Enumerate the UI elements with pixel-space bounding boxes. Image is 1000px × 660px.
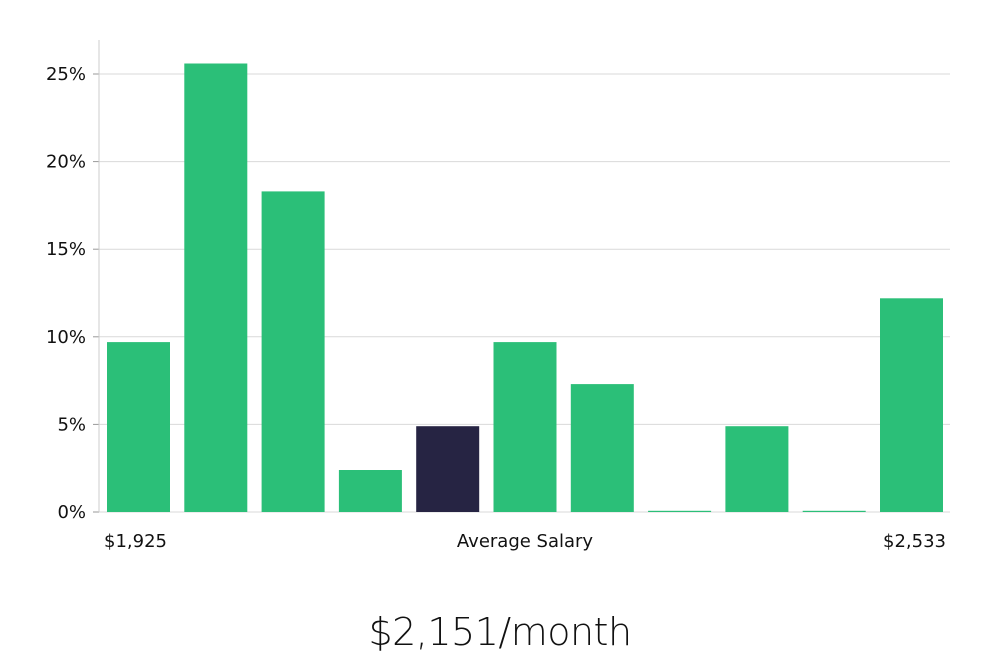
bar	[880, 298, 943, 512]
y-tick-label: 0%	[57, 502, 86, 523]
bar	[338, 470, 402, 512]
x-axis-title: Average Salary	[457, 531, 594, 552]
x-end-label: $2,533	[883, 531, 946, 552]
bar	[261, 191, 325, 512]
bar	[725, 426, 789, 512]
y-tick-label: 25%	[46, 64, 86, 85]
average-salary-headline: $2,151/month	[368, 610, 632, 654]
bar	[802, 510, 866, 512]
y-tick-label: 5%	[57, 414, 86, 435]
bar	[570, 384, 634, 512]
y-tick-label: 20%	[46, 152, 86, 173]
y-axis-ticks: 0% 5% 10% 15% 20% 25%	[46, 64, 99, 523]
bar-highlighted	[416, 426, 480, 512]
bar	[184, 63, 248, 512]
bar	[648, 510, 712, 512]
x-start-label: $1,925	[104, 531, 167, 552]
salary-histogram: 0% 5% 10% 15% 20% 25% $1,925 Average Salary $…	[46, 40, 950, 552]
y-tick-label: 15%	[46, 239, 86, 260]
y-tick-label: 10%	[46, 327, 86, 348]
bar	[107, 342, 170, 512]
bar	[493, 342, 557, 512]
bars	[107, 63, 943, 512]
